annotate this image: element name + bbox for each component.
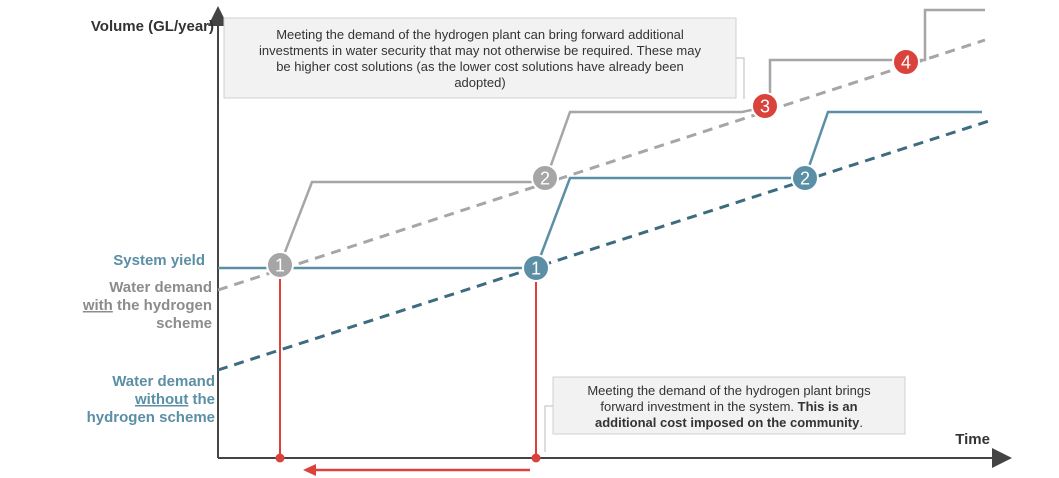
demand-without-label-line3: hydrogen scheme: [87, 409, 215, 426]
bottom-note-line2-bold: This is an: [798, 399, 858, 414]
system-yield-label: System yield: [113, 252, 205, 269]
demand-with-label-line2: with the hydrogen: [82, 297, 212, 314]
svg-text:investments in water security: investments in water security that may n…: [259, 43, 701, 58]
demand-with-label-line3: scheme: [156, 315, 212, 332]
marker-red-4: 4: [892, 48, 920, 76]
marker-blue-2: 2: [791, 164, 819, 192]
svg-text:Meeting the demand of the hydr: Meeting the demand of the hydrogen plant…: [276, 27, 684, 42]
bottom-callout-box: [552, 376, 906, 435]
demand-without-underlined: without: [134, 391, 188, 408]
demand-without-label-line2: without the: [134, 391, 215, 408]
bottom-note-line2-normal: forward investment in the system.: [600, 399, 797, 414]
x-axis-label: Time: [955, 431, 990, 448]
bottom-note-line3-end: .: [859, 415, 863, 430]
bottom-callout: Meeting the demand of the hydrogen plant…: [544, 376, 906, 452]
red-dot-1: [275, 453, 285, 463]
marker-blue-1: 1: [522, 254, 550, 282]
svg-text:1: 1: [531, 259, 541, 279]
bottom-note-line3-bold: additional cost imposed on the community: [595, 415, 860, 430]
top-callout-box: [223, 17, 737, 99]
marker-grey-1: 1: [266, 251, 294, 279]
svg-text:1: 1: [275, 256, 285, 276]
system-yield-steps: [218, 110, 982, 270]
demand-with-label-line1: Water demand: [109, 279, 212, 296]
svg-text:2: 2: [800, 169, 810, 189]
marker-grey-2: 2: [531, 164, 559, 192]
svg-text:forward investment in the syst: forward investment in the system. This i…: [600, 399, 857, 414]
demand-with-hydrogen-line: [217, 38, 986, 292]
demand-without-hydrogen-line: [217, 118, 993, 372]
svg-text:2: 2: [540, 169, 550, 189]
demand-with-rest: the hydrogen: [113, 297, 212, 314]
top-callout-leader: [736, 57, 745, 99]
svg-text:3: 3: [760, 97, 770, 117]
marker-red-3: 3: [751, 92, 779, 120]
svg-text:adopted): adopted): [454, 75, 505, 90]
demand-without-rest: the: [188, 391, 215, 408]
top-callout: Meeting the demand of the hydrogen plant…: [223, 17, 745, 99]
svg-text:Meeting the demand of the hydr: Meeting the demand of the hydrogen plant…: [587, 383, 871, 398]
y-axis-label: Volume (GL/year): [91, 18, 214, 35]
svg-text:be higher cost solutions (as t: be higher cost solutions (as the lower c…: [276, 59, 684, 74]
red-dot-2: [531, 453, 541, 463]
demand-with-underlined: with: [82, 297, 113, 314]
svg-text:additional cost imposed on the: additional cost imposed on the community…: [595, 415, 863, 430]
brought-forward-arrowhead: [303, 464, 316, 476]
demand-without-label-line1: Water demand: [112, 373, 215, 390]
bottom-callout-leader: [544, 405, 553, 452]
svg-text:4: 4: [901, 53, 911, 73]
